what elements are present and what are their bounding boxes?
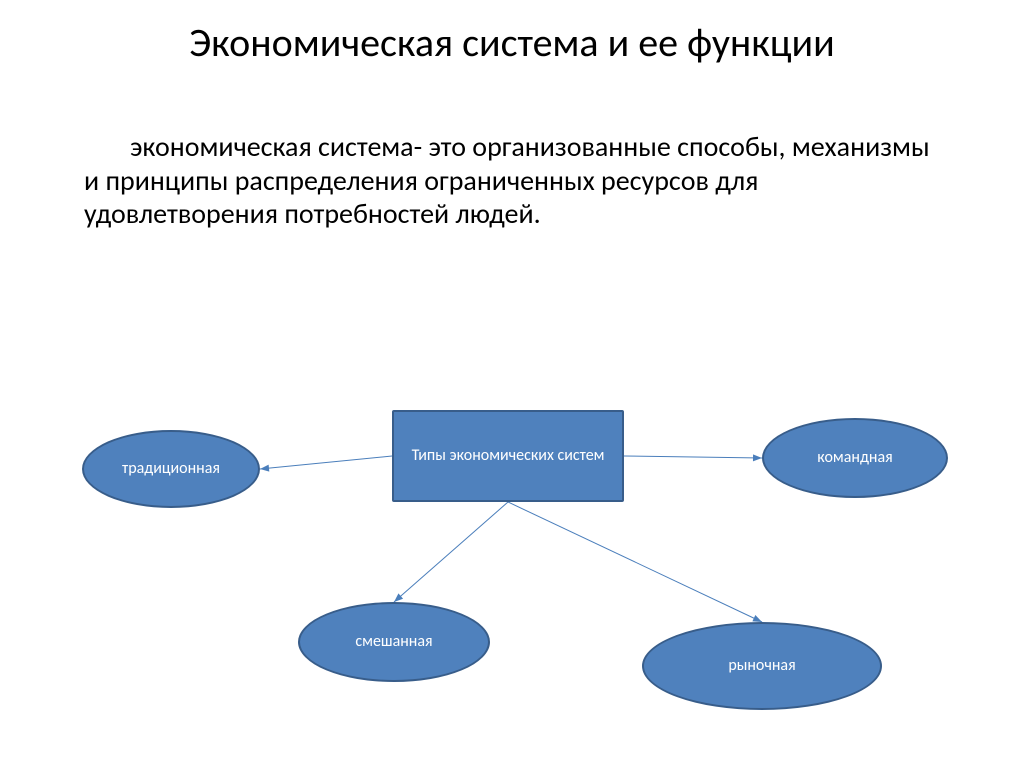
diagram-node-label: командная: [817, 449, 892, 467]
connector-line-0: [260, 456, 392, 469]
diagram-node-label: смешанная: [355, 633, 432, 651]
connector-line-1: [624, 456, 762, 458]
connector-line-3: [508, 502, 762, 622]
connector-line-2: [394, 502, 508, 602]
slide: Экономическая система и ее функции эконо…: [0, 0, 1024, 767]
connector-arrow-3: [752, 615, 762, 622]
diagram-node-bottomR: рыночная: [642, 622, 882, 710]
diagram-node-right: командная: [762, 418, 948, 498]
diagram-node-center: Типы экономических систем: [392, 410, 624, 502]
diagram-node-label: Типы экономических систем: [412, 447, 605, 465]
connector-arrow-0: [260, 465, 269, 472]
diagram-node-label: традиционная: [122, 460, 220, 478]
diagram-node-label: рыночная: [728, 657, 795, 675]
connector-arrow-1: [753, 454, 762, 461]
connector-arrow-2: [394, 593, 403, 602]
slide-title: Экономическая система и ее функции: [0, 18, 1024, 67]
diagram-node-left: традиционная: [82, 430, 260, 508]
diagram-node-bottomL: смешанная: [298, 602, 490, 682]
slide-body-text: экономическая система- это организованны…: [84, 130, 944, 231]
